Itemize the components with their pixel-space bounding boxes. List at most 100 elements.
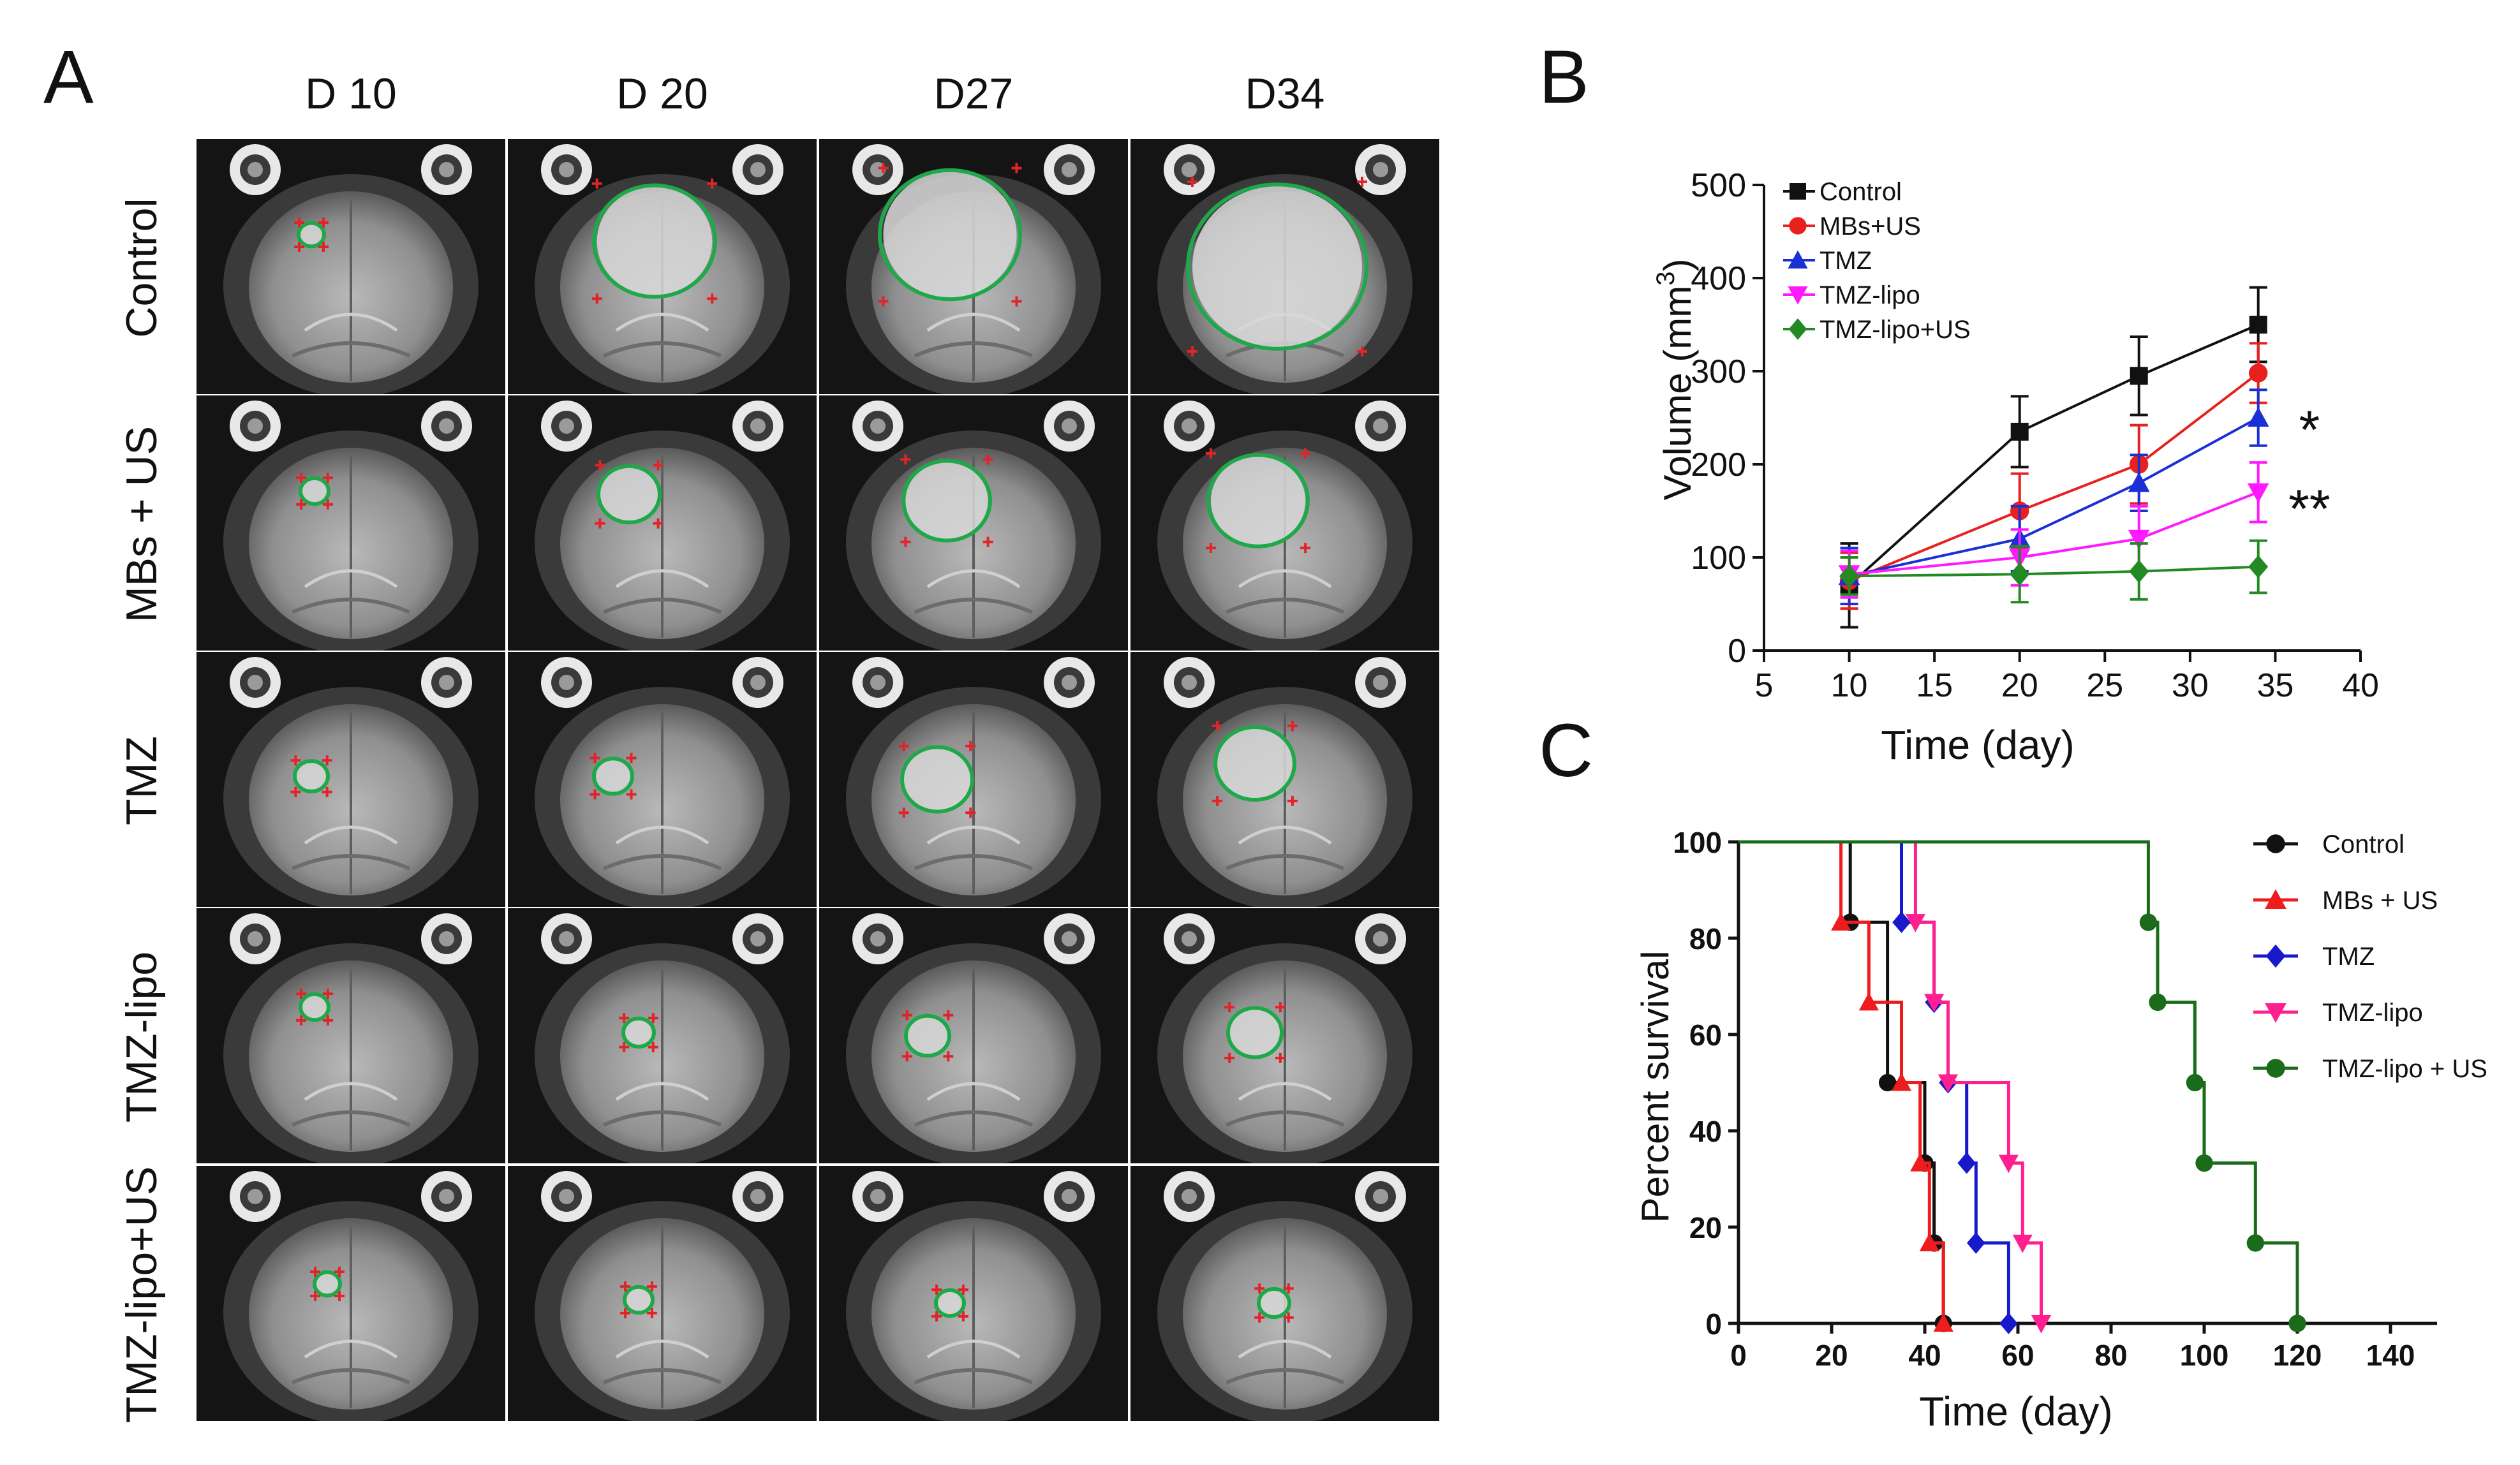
roi-circle: [313, 1270, 342, 1298]
survival-chart: 0 20 40 60 80 100 0 20 40 60 80 100 120 140 Control MB…: [1634, 826, 2487, 1434]
chart-c-ylabel: Percent survival: [1634, 951, 1677, 1223]
roi-marker: [900, 536, 911, 547]
tumor-shape: [1217, 728, 1293, 799]
column-label-d34: D34: [1245, 70, 1325, 118]
roi-marker: [707, 293, 718, 304]
roi-circle: [904, 1013, 951, 1058]
mri-image-mbs-us-d10: [196, 395, 505, 651]
tumor-shape: [905, 461, 988, 540]
roi-marker: [322, 755, 332, 766]
roi-marker: [982, 454, 993, 465]
roi-marker: [1187, 177, 1197, 187]
tumor-shape: [625, 1287, 652, 1313]
roi-marker: [322, 1015, 333, 1026]
x-tick-label: 35: [2257, 667, 2294, 704]
legend-entry: MBs+US: [1783, 212, 1921, 240]
tumor-shape: [624, 1019, 653, 1047]
roi-marker: [958, 1311, 968, 1321]
mri-image-control-d27: [819, 139, 1128, 394]
data-point: [2249, 316, 2267, 334]
roi-marker: [901, 1010, 912, 1020]
series-tmz-lipo: [1738, 840, 2052, 1334]
roi-marker: [1275, 1052, 1286, 1063]
series-tmz: [1738, 840, 2018, 1334]
data-point: [2248, 555, 2269, 578]
y-tick-label: 100: [1673, 826, 1722, 859]
y-tick-label: 500: [1691, 167, 1746, 204]
roi-marker: [958, 1285, 968, 1295]
legend-label: TMZ-lipo: [1820, 281, 1920, 309]
roi-circle: [1226, 1006, 1284, 1059]
legend-label: TMZ: [1820, 247, 1872, 275]
y-tick-label: 60: [1689, 1019, 1722, 1052]
event-marker: [1831, 912, 1851, 931]
roi-marker: [322, 473, 333, 483]
mri-image-tmz-lipo-us-d20: [508, 1166, 817, 1421]
x-tick-label: 100: [2180, 1339, 2229, 1372]
roi-circle: [592, 183, 717, 299]
legend-marker: [1789, 217, 1807, 235]
roi-marker: [322, 989, 333, 999]
legend-marker: [1788, 250, 1808, 269]
roi-marker: [296, 499, 307, 510]
event-marker: [1924, 994, 1945, 1013]
x-tick-label: 20: [2001, 667, 2038, 704]
chart-b-ylabel-main: Volume (mm: [1656, 286, 1699, 501]
roi-marker: [707, 178, 718, 189]
roi-circle: [299, 476, 330, 506]
legend-marker: [2266, 1059, 2285, 1078]
tumor-shape: [907, 1016, 949, 1056]
event-marker: [1933, 1313, 1953, 1332]
roi-marker: [878, 163, 889, 173]
event-marker: [1892, 911, 1911, 933]
roi-marker: [294, 242, 304, 252]
mri-image-mbs-us-d20: [508, 395, 817, 651]
roi-marker: [334, 1267, 345, 1277]
roi-marker: [1254, 1312, 1265, 1323]
mri-image-control-d34: [1130, 139, 1439, 394]
y-tick-label: 100: [1691, 540, 1746, 577]
event-marker: [2246, 1234, 2264, 1252]
roi-circle: [623, 1285, 655, 1315]
legend-marker: [2265, 1003, 2287, 1023]
series-tmz-lipo-us: [1839, 539, 2269, 604]
column-label-d20: D 20: [616, 70, 708, 118]
legend-marker: [1788, 318, 1807, 340]
event-marker: [1957, 1152, 1976, 1174]
event-marker: [1938, 1074, 1959, 1093]
column-label-d10: D 10: [305, 70, 397, 118]
event-marker: [1999, 1313, 2018, 1334]
roi-marker: [1224, 1052, 1235, 1063]
roi-marker: [1275, 1002, 1286, 1013]
x-tick-label: 20: [1815, 1339, 1848, 1372]
roi-marker: [334, 1291, 345, 1301]
roi-marker: [982, 536, 993, 547]
roi-marker: [619, 1013, 630, 1024]
x-tick-label: 40: [2342, 667, 2379, 704]
row-label-tmz: TMZ: [117, 736, 166, 825]
roi-marker: [653, 518, 663, 529]
roi-marker: [1224, 1002, 1235, 1013]
y-tick-label: 40: [1689, 1115, 1722, 1148]
roi-marker: [318, 217, 329, 228]
significance-mark: **: [2288, 478, 2330, 538]
roi-marker: [1300, 543, 1311, 554]
tumor-shape: [1229, 1008, 1280, 1057]
tumor-shape: [315, 1272, 339, 1295]
roi-circle: [297, 221, 326, 249]
data-point: [2128, 472, 2150, 492]
legend-marker: [2266, 834, 2285, 853]
series-tmz-lipo: [1838, 461, 2269, 599]
y-tick-label: 20: [1689, 1211, 1722, 1244]
event-marker: [1891, 1072, 1912, 1091]
x-tick-label: 25: [2086, 667, 2123, 704]
column-label-d27: D27: [933, 70, 1014, 118]
event-marker: [1919, 1233, 1939, 1251]
event-marker: [2031, 1315, 2052, 1334]
roi-circle: [1186, 182, 1368, 351]
roi-marker: [1283, 1312, 1294, 1323]
roi-marker: [965, 807, 976, 818]
mri-image-tmz-lipo-us-d34: [1130, 1166, 1439, 1421]
data-point: [2249, 364, 2268, 383]
x-tick-label: 80: [2094, 1339, 2127, 1372]
